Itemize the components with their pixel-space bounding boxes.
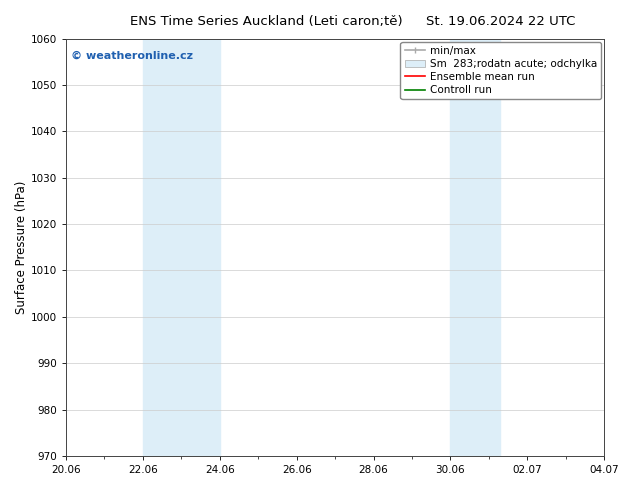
Text: ENS Time Series Auckland (Leti caron;tě): ENS Time Series Auckland (Leti caron;tě) <box>130 15 403 28</box>
Bar <box>450 39 500 456</box>
Y-axis label: Surface Pressure (hPa): Surface Pressure (hPa) <box>15 181 28 314</box>
Text: © weatheronline.cz: © weatheronline.cz <box>72 51 193 61</box>
Legend: min/max, Sm  283;rodatn acute; odchylka, Ensemble mean run, Controll run: min/max, Sm 283;rodatn acute; odchylka, … <box>401 42 601 99</box>
Bar <box>143 39 220 456</box>
Text: St. 19.06.2024 22 UTC: St. 19.06.2024 22 UTC <box>426 15 576 28</box>
